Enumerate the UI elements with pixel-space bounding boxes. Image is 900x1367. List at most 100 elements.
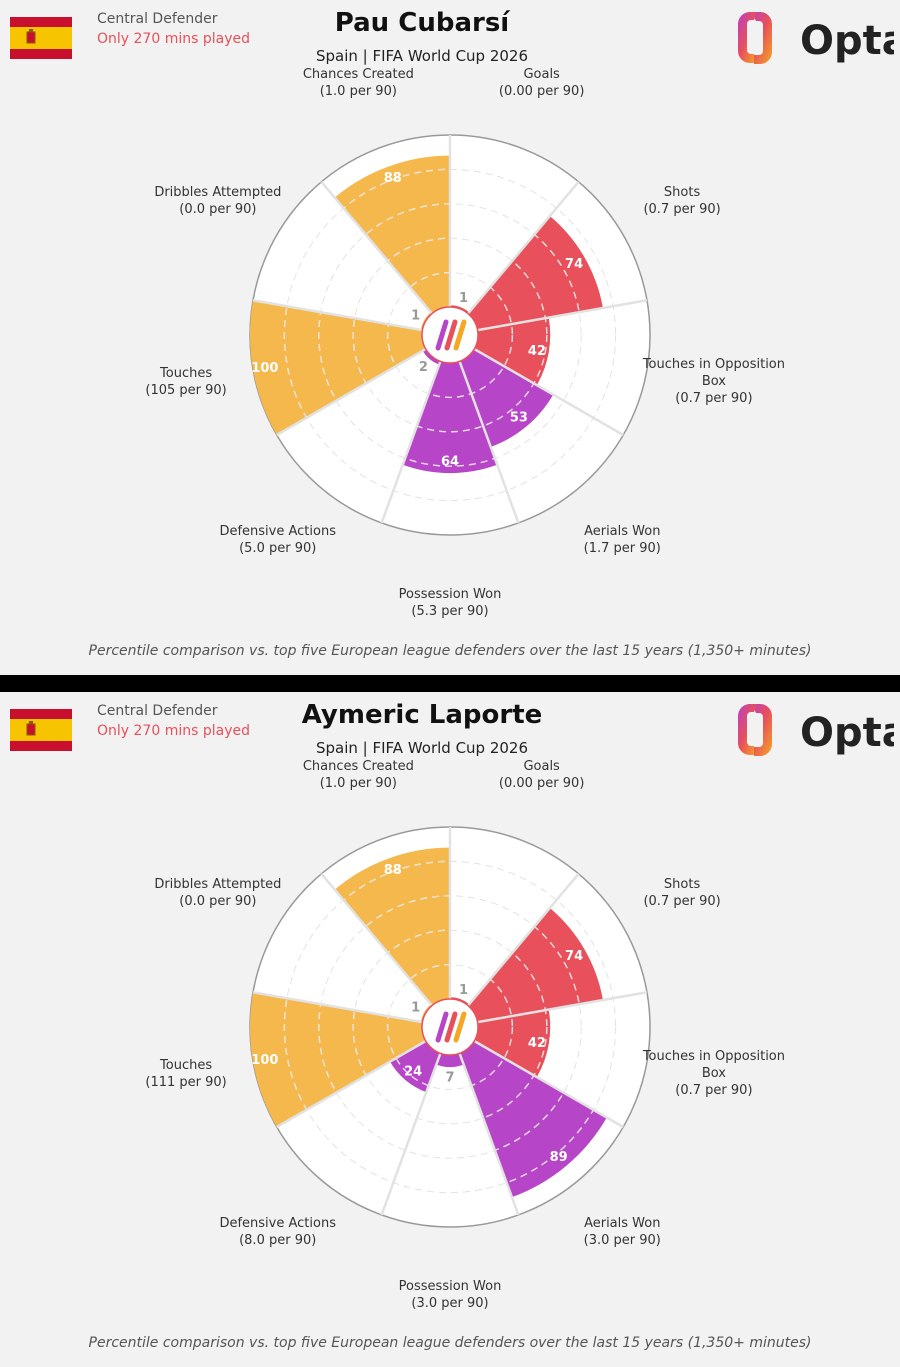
- radar-bar: [459, 1041, 607, 1198]
- value-label: 88: [384, 171, 402, 186]
- metric-per90: (0.7 per 90): [675, 391, 753, 407]
- value-label: 100: [251, 1053, 278, 1068]
- radar-bar: [467, 216, 603, 331]
- radar-spoke: [380, 360, 442, 524]
- metric-per90: (0.7 per 90): [675, 1083, 753, 1099]
- position-label: Central Defender: [97, 11, 218, 27]
- radar-bar: [402, 361, 498, 474]
- radar-spoke: [473, 1039, 624, 1129]
- metric-name: Dribbles Attempted: [154, 877, 282, 892]
- radar-plot: 1 74 42 53 64 2 100 1 88: [249, 134, 651, 536]
- metric-label: Possession Won (3.0 per 90): [375, 1278, 525, 1312]
- metric-label: Aerials Won (3.0 per 90): [547, 1215, 697, 1249]
- radar-spoke: [473, 347, 624, 437]
- radar-spoke: [380, 1052, 442, 1216]
- metric-label: Shots (0.7 per 90): [607, 876, 757, 910]
- metric-name: Possession Won: [398, 587, 502, 602]
- metric-per90: (3.0 per 90): [583, 1233, 661, 1249]
- radar-bar: [474, 317, 551, 386]
- metric-per90: (0.7 per 90): [643, 894, 721, 909]
- metric-per90: (1.0 per 90): [319, 84, 397, 100]
- value-label: 100: [251, 361, 278, 376]
- radar-bar: [467, 908, 603, 1023]
- panel-divider: [0, 675, 900, 692]
- value-label: 42: [528, 1036, 546, 1051]
- radar-bar: [334, 847, 450, 1006]
- metric-per90: (8.0 per 90): [239, 1233, 317, 1249]
- value-label: 1: [459, 983, 468, 998]
- metric-per90: (3.0 per 90): [411, 1296, 489, 1311]
- radar-plot: 1 74 42 89 7 24 100 1 88: [249, 826, 651, 1228]
- metric-name: Touches in Opposition Box: [642, 1049, 786, 1082]
- metric-per90: (5.3 per 90): [411, 604, 489, 619]
- value-label: 2: [419, 360, 428, 375]
- metric-label: Chances Created (1.0 per 90): [283, 758, 433, 792]
- radar-spoke: [467, 180, 580, 315]
- radar-bar: [249, 300, 426, 435]
- metric-label: Touches in Opposition Box (0.7 per 90): [639, 1048, 789, 1099]
- value-label: 53: [510, 411, 528, 426]
- metric-label: Touches in Opposition Box (0.7 per 90): [639, 356, 789, 407]
- radar-spoke: [320, 180, 433, 315]
- metric-per90: (0.7 per 90): [643, 202, 721, 217]
- metric-per90: (5.0 per 90): [239, 541, 317, 557]
- position-label: Central Defender: [97, 703, 218, 719]
- spain-flag-icon: [10, 17, 72, 59]
- radar-bar: [474, 1009, 551, 1078]
- metric-label: Aerials Won (1.7 per 90): [547, 523, 697, 557]
- metric-name: Defensive Actions: [219, 1216, 336, 1232]
- value-label: 1: [459, 291, 468, 306]
- metric-name: Touches in Opposition Box: [642, 357, 786, 390]
- value-label: 88: [384, 863, 402, 878]
- metric-label: Goals (0.00 per 90): [467, 758, 617, 792]
- metric-name: Dribbles Attempted: [154, 185, 282, 200]
- value-label: 1: [411, 1001, 420, 1016]
- radar-spoke: [276, 1039, 427, 1129]
- metric-name: Chances Created: [302, 67, 414, 83]
- metric-name: Aerials Won: [584, 1216, 661, 1232]
- metric-per90: (0.0 per 90): [179, 202, 257, 217]
- metric-name: Touches: [160, 365, 213, 381]
- metric-name: Shots: [663, 185, 701, 200]
- radar-spoke: [276, 347, 427, 437]
- metric-name: Goals: [523, 759, 560, 775]
- radar-chart: 1 74 42 53 64 2 100 1 88: [249, 134, 651, 536]
- player-name: Pau Cubarsí: [334, 8, 510, 38]
- metric-name: Possession Won: [398, 1279, 502, 1294]
- metric-per90: (1.7 per 90): [583, 541, 661, 557]
- metric-label: Dribbles Attempted (0.0 per 90): [143, 184, 293, 218]
- metric-name: Defensive Actions: [219, 524, 336, 540]
- chart-footnote: Percentile comparison vs. top five Europ…: [88, 643, 812, 659]
- metric-label: Possession Won (5.3 per 90): [375, 586, 525, 620]
- radar-spoke: [458, 360, 520, 524]
- radar-bar: [390, 1041, 441, 1093]
- radar-spoke: [467, 872, 580, 1007]
- metric-label: Dribbles Attempted (0.0 per 90): [143, 876, 293, 910]
- player-name: Aymeric Laporte: [301, 700, 543, 730]
- radar-spoke: [320, 872, 433, 1007]
- value-label: 7: [445, 1071, 454, 1086]
- metric-label: Touches (111 per 90): [111, 1057, 261, 1091]
- minutes-note: Only 270 mins played: [97, 723, 250, 739]
- chart-subtitle: Spain | FIFA World Cup 2026: [315, 47, 529, 65]
- radar-bar: [249, 992, 426, 1127]
- radar-spoke: [252, 299, 423, 332]
- spain-flag-icon: [10, 709, 72, 751]
- metric-label: Defensive Actions (8.0 per 90): [203, 1215, 353, 1249]
- metric-label: Touches (105 per 90): [111, 365, 261, 399]
- metric-name: Shots: [663, 877, 701, 892]
- opta-logo: Opta: [738, 704, 894, 756]
- opta-logo: Opta: [738, 12, 894, 64]
- value-label: 74: [565, 949, 583, 964]
- minutes-note: Only 270 mins played: [97, 31, 250, 47]
- radar-spoke: [458, 1052, 520, 1216]
- radar-bar: [334, 155, 450, 314]
- metric-label: Defensive Actions (5.0 per 90): [203, 523, 353, 557]
- metric-name: Goals: [523, 67, 560, 83]
- center-logo-icon: [435, 319, 467, 351]
- metric-per90: (0.0 per 90): [179, 894, 257, 909]
- metric-label: Goals (0.00 per 90): [467, 66, 617, 100]
- value-label: 42: [528, 344, 546, 359]
- player-panel-laporte: Central Defender Only 270 mins played Ay…: [0, 692, 900, 1367]
- value-label: 64: [441, 455, 459, 470]
